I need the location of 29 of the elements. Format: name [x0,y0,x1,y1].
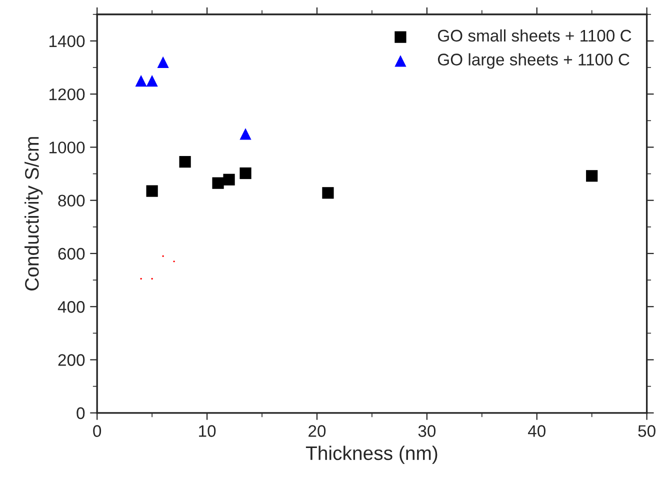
point [240,128,252,140]
point [240,167,252,180]
y-tick-label: 1200 [49,88,85,100]
y-tick-label: 200 [58,354,85,366]
y-tick-label: 400 [58,301,85,313]
x-axis-title: Thickness (nm) [306,446,438,464]
x-tick-label: 40 [528,425,546,437]
point [179,156,191,168]
point [212,177,224,189]
y-tick-label: 0 [76,407,85,420]
y-tick-label: 800 [58,194,85,207]
legend-label: GO large sheets + 1100 C [438,53,630,69]
point [135,74,147,87]
y-tick-label: 1400 [49,35,85,48]
point [157,56,169,68]
y-tick-label: 600 [58,248,85,260]
point [146,185,158,197]
x-tick-label: 20 [308,425,326,437]
x-tick-label: 30 [418,425,436,437]
point [586,170,598,182]
point [223,174,235,186]
x-tick-label: 50 [638,425,656,437]
y-tick-label: 1000 [49,142,85,154]
legend-label: GO small sheets + 1100 C [438,29,632,42]
point [146,74,158,87]
point [322,187,334,199]
x-tick-label: 0 [93,425,102,437]
y-axis-title: Conductivity S/cm [24,137,43,290]
x-tick-label: 10 [199,425,216,437]
